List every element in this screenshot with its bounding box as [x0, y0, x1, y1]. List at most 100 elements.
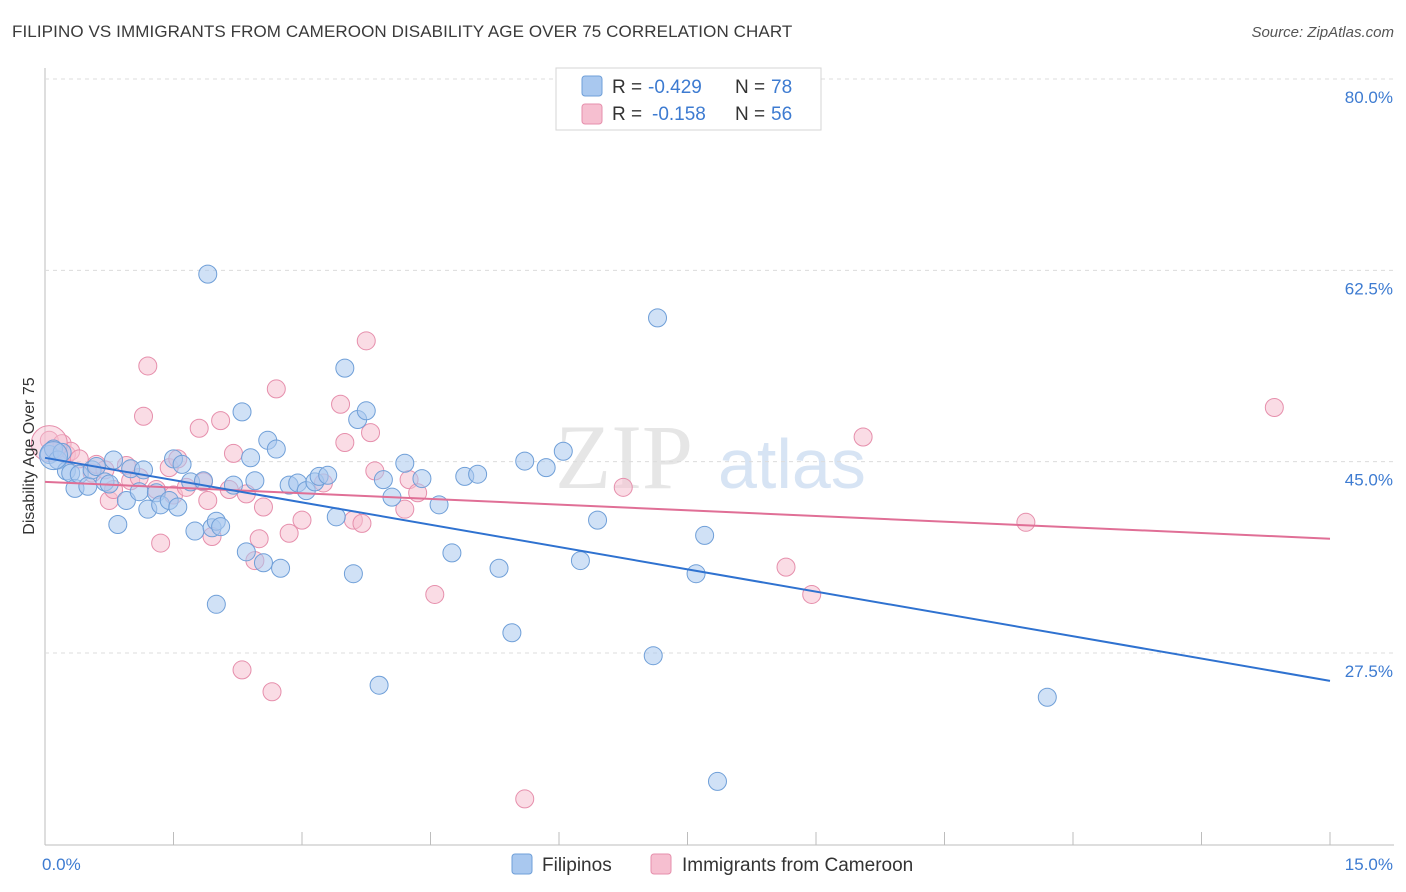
cameroon-point	[802, 584, 822, 604]
cameroon-point	[425, 584, 445, 604]
filipinos-point	[515, 451, 535, 471]
filipinos-point	[326, 507, 346, 527]
filipinos-point	[412, 469, 432, 489]
trend-lines	[44, 456, 1331, 682]
filipinos-point	[369, 675, 389, 695]
filipinos-point	[253, 553, 273, 573]
cameroon-point	[211, 411, 231, 431]
x-tick-labels: 0.0% 15.0%	[42, 855, 1393, 874]
series-cameroon-points	[30, 331, 1284, 809]
chart-title: FILIPINO VS IMMIGRANTS FROM CAMEROON DIS…	[12, 22, 793, 41]
cameroon-point	[352, 513, 372, 533]
legend-bottom: Filipinos Immigrants from Cameroon	[511, 853, 913, 876]
trend-line-filipinos	[44, 456, 1331, 682]
filipinos-point	[318, 465, 338, 485]
cameroon-point	[232, 660, 252, 680]
filipinos-point	[108, 514, 128, 534]
filipinos-point	[198, 264, 218, 284]
cameroon-point	[356, 331, 376, 351]
legend-n-label-1: N =	[735, 77, 765, 98]
filipinos-point	[236, 542, 256, 562]
filipinos-point	[588, 510, 608, 530]
legend-top: R = -0.429 N = 78 R = -0.158 N = 56	[555, 67, 822, 131]
x-tick-marks	[173, 832, 1331, 845]
filipinos-point	[468, 464, 488, 484]
filipinos-point	[271, 558, 291, 578]
filipinos-point	[266, 439, 286, 459]
cameroon-point	[335, 432, 355, 452]
legend-bottom-swatch-filipinos	[511, 853, 533, 875]
filipinos-point	[172, 454, 192, 474]
cameroon-point	[292, 510, 312, 530]
cameroon-point	[279, 523, 299, 543]
x-tick-label: 15.0%	[1345, 855, 1393, 874]
legend-r-label-2: R =	[612, 104, 642, 125]
legend-swatch-pink	[581, 103, 603, 125]
legend-r-label-1: R =	[612, 77, 642, 98]
cameroon-point	[253, 497, 273, 517]
filipinos-point	[1037, 687, 1057, 707]
series-filipinos-points	[39, 264, 1057, 791]
cameroon-point	[134, 406, 154, 426]
filipinos-point	[395, 453, 415, 473]
filipinos-point	[232, 402, 252, 422]
filipinos-point	[502, 623, 522, 643]
trend-line-cameroon	[44, 480, 1331, 540]
legend-n-label-2: N =	[735, 104, 765, 125]
cameroon-point	[1016, 512, 1036, 532]
y-tick-label: 80.0%	[1345, 88, 1393, 107]
filipinos-point	[78, 476, 98, 496]
filipinos-point	[343, 564, 363, 584]
cameroon-point	[361, 423, 381, 443]
filipinos-point	[707, 771, 727, 791]
filipinos-point	[206, 594, 226, 614]
cameroon-point	[1264, 398, 1284, 418]
filipinos-point	[489, 558, 509, 578]
cameroon-point	[853, 427, 873, 447]
y-tick-label: 45.0%	[1345, 471, 1393, 490]
filipinos-point	[245, 471, 265, 491]
filipinos-point	[211, 517, 231, 537]
cameroon-point	[138, 356, 158, 376]
cameroon-point	[613, 477, 633, 497]
legend-swatch-blue	[581, 75, 603, 97]
cameroon-point	[262, 682, 282, 702]
y-tick-label: 62.5%	[1345, 279, 1393, 298]
legend-n-value-1: 78	[771, 77, 792, 98]
filipinos-point	[185, 521, 205, 541]
cameroon-point	[776, 557, 796, 577]
cameroon-point	[249, 529, 269, 549]
filipinos-point	[104, 450, 124, 470]
filipinos-point	[695, 525, 715, 545]
filipinos-point	[168, 497, 188, 517]
cameroon-point	[395, 499, 415, 519]
legend-bottom-cameroon: Immigrants from Cameroon	[682, 855, 913, 876]
y-axis-label: Disability Age Over 75	[21, 377, 38, 535]
filipinos-point	[356, 401, 376, 421]
y-tick-labels: 27.5% 45.0% 62.5% 80.0%	[1345, 88, 1393, 681]
legend-bottom-swatch-cameroon	[650, 853, 672, 875]
legend-r-value-2: -0.158	[652, 104, 706, 125]
cameroon-point	[198, 490, 218, 510]
chart-source: Source: ZipAtlas.com	[1251, 24, 1394, 41]
x-tick-label: 0.0%	[42, 855, 81, 874]
filipinos-point	[643, 646, 663, 666]
legend-r-value-1: -0.429	[648, 77, 702, 98]
filipinos-point	[536, 458, 556, 478]
watermark-atlas: atlas	[718, 425, 866, 503]
filipinos-point	[335, 358, 355, 378]
cameroon-point	[515, 789, 535, 809]
filipinos-point	[648, 308, 668, 328]
cameroon-point	[223, 443, 243, 463]
cameroon-point	[331, 394, 351, 414]
filipinos-point	[570, 551, 590, 571]
cameroon-point	[266, 379, 286, 399]
filipinos-point	[553, 441, 573, 461]
filipinos-point-cluster	[39, 441, 69, 471]
cameroon-point	[151, 533, 171, 553]
filipinos-point	[442, 543, 462, 563]
legend-bottom-filipinos: Filipinos	[542, 855, 612, 876]
filipinos-point	[241, 448, 261, 468]
y-tick-label: 27.5%	[1345, 662, 1393, 681]
